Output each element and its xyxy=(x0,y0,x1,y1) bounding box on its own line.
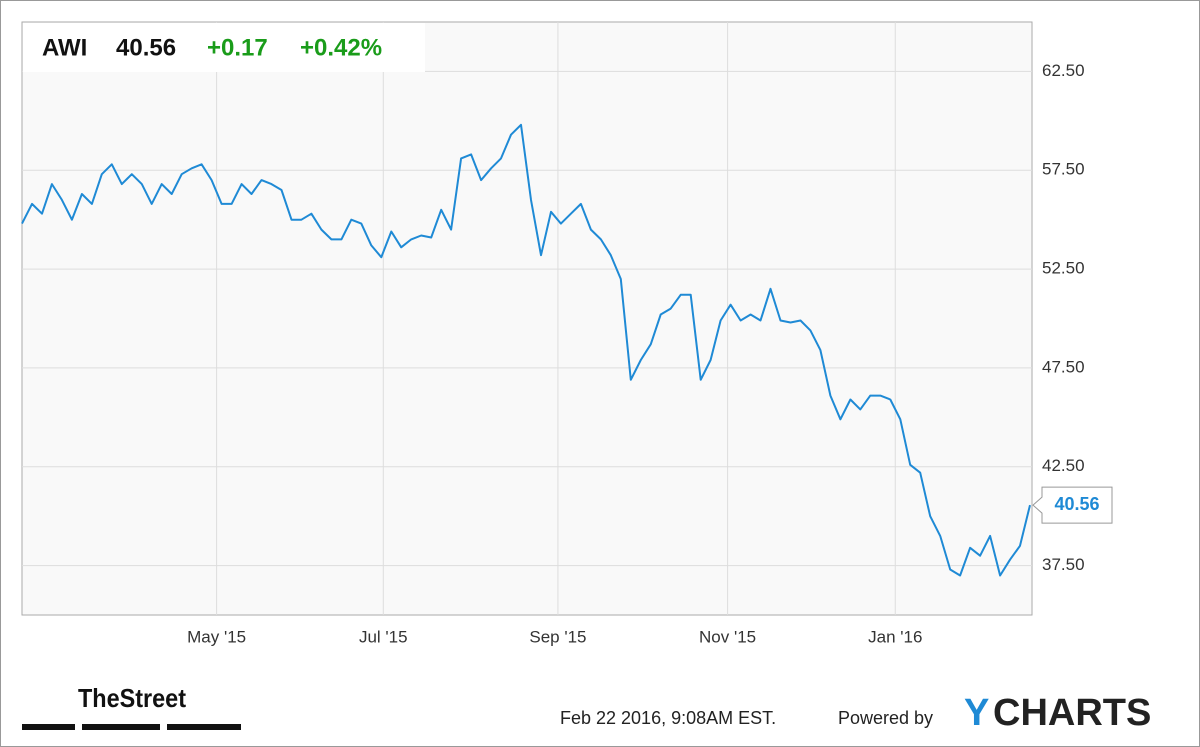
x-tick-label: Jul '15 xyxy=(359,627,408,646)
source-logo: TheStreet xyxy=(78,683,186,713)
powered-by: Powered by xyxy=(838,708,933,728)
y-tick-label: 52.50 xyxy=(1042,259,1085,278)
y-tick-label: 57.50 xyxy=(1042,160,1085,179)
brand-y: Y xyxy=(964,692,989,734)
price: 40.56 xyxy=(116,34,176,61)
x-tick-label: Nov '15 xyxy=(699,627,756,646)
plot-area xyxy=(21,21,1033,616)
logo-bar xyxy=(22,724,75,730)
ticker: AWI xyxy=(42,34,87,61)
change: +0.17 xyxy=(207,34,268,61)
timestamp: Feb 22 2016, 9:08AM EST. xyxy=(560,708,776,728)
x-tick-label: Jan '16 xyxy=(868,627,922,646)
y-tick-label: 42.50 xyxy=(1042,456,1085,475)
logo-bar xyxy=(82,724,160,730)
header-box xyxy=(23,23,425,72)
change-pct: +0.42% xyxy=(300,34,382,61)
last-value-label: 40.56 xyxy=(1054,494,1099,514)
brand-rest: CHARTS xyxy=(993,692,1151,734)
price-line xyxy=(21,123,1031,577)
logo-bar xyxy=(167,724,241,730)
y-tick-label: 37.50 xyxy=(1042,555,1085,574)
x-tick-label: May '15 xyxy=(187,627,246,646)
y-tick-label: 62.50 xyxy=(1042,61,1085,80)
y-tick-label: 47.50 xyxy=(1042,357,1085,376)
last-value-callout xyxy=(1032,486,1113,524)
x-tick-label: Sep '15 xyxy=(529,627,586,646)
